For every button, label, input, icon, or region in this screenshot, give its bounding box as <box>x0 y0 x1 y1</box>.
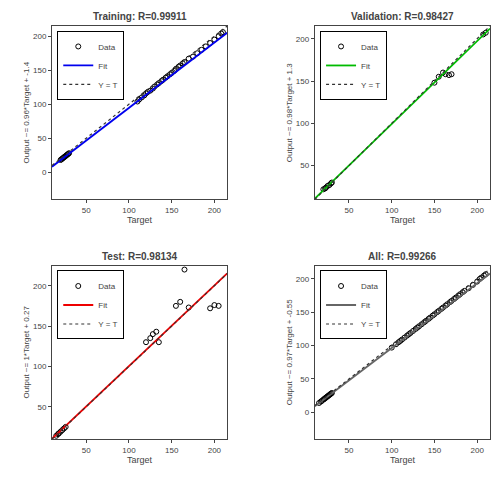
svg-text:150: 150 <box>33 322 47 331</box>
svg-text:100: 100 <box>296 341 310 350</box>
svg-text:150: 150 <box>165 206 179 215</box>
svg-text:100: 100 <box>33 100 47 109</box>
svg-text:50: 50 <box>300 375 309 384</box>
svg-text:200: 200 <box>296 34 310 43</box>
svg-text:Y = T: Y = T <box>98 81 117 90</box>
svg-text:Data: Data <box>361 282 378 291</box>
svg-text:200: 200 <box>471 206 485 215</box>
svg-text:Data: Data <box>98 43 115 52</box>
svg-text:100: 100 <box>122 206 136 215</box>
svg-text:Output ~= 0.97*Target + -0.55: Output ~= 0.97*Target + -0.55 <box>285 299 294 406</box>
svg-text:Training: R=0.99911: Training: R=0.99911 <box>93 11 187 22</box>
svg-text:150: 150 <box>165 446 179 455</box>
svg-text:100: 100 <box>33 362 47 371</box>
svg-text:Y = T: Y = T <box>98 320 117 329</box>
svg-text:Fit: Fit <box>98 301 108 310</box>
svg-text:Validation: R=0.98427: Validation: R=0.98427 <box>351 11 454 22</box>
svg-text:50: 50 <box>345 446 354 455</box>
svg-text:Fit: Fit <box>98 62 108 71</box>
svg-text:All: R=0.99266: All: R=0.99266 <box>368 251 437 262</box>
svg-text:Fit: Fit <box>361 62 371 71</box>
svg-text:Target: Target <box>127 215 153 225</box>
svg-text:150: 150 <box>296 308 310 317</box>
svg-text:Target: Target <box>127 455 153 465</box>
svg-text:200: 200 <box>471 446 485 455</box>
svg-text:50: 50 <box>37 403 46 412</box>
svg-text:Y = T: Y = T <box>361 320 380 329</box>
svg-text:50: 50 <box>300 161 309 170</box>
svg-text:50: 50 <box>82 446 91 455</box>
svg-text:Y = T: Y = T <box>361 81 380 90</box>
svg-text:50: 50 <box>345 206 354 215</box>
svg-text:100: 100 <box>122 446 136 455</box>
svg-text:Output ~= 0.96*Target + -1.4: Output ~= 0.96*Target + -1.4 <box>22 61 31 163</box>
svg-text:0: 0 <box>42 168 47 177</box>
svg-text:Data: Data <box>361 43 378 52</box>
svg-text:0: 0 <box>305 408 310 417</box>
svg-text:Output ~= 1*Target + 0.27: Output ~= 1*Target + 0.27 <box>22 306 31 399</box>
svg-text:50: 50 <box>82 206 91 215</box>
svg-text:200: 200 <box>208 206 222 215</box>
svg-text:100: 100 <box>385 446 399 455</box>
svg-text:200: 200 <box>33 32 47 41</box>
svg-text:Test: R=0.98134: Test: R=0.98134 <box>102 251 178 262</box>
svg-text:Output ~= 0.98*Target + 1.3: Output ~= 0.98*Target + 1.3 <box>285 63 294 163</box>
svg-text:50: 50 <box>37 134 46 143</box>
svg-text:Target: Target <box>390 455 416 465</box>
svg-text:150: 150 <box>33 66 47 75</box>
svg-text:150: 150 <box>428 206 442 215</box>
svg-text:200: 200 <box>296 275 310 284</box>
svg-text:150: 150 <box>296 77 310 86</box>
svg-text:Fit: Fit <box>361 301 371 310</box>
svg-text:150: 150 <box>428 446 442 455</box>
svg-text:100: 100 <box>385 206 399 215</box>
svg-text:Data: Data <box>98 282 115 291</box>
svg-text:100: 100 <box>296 119 310 128</box>
svg-text:200: 200 <box>33 282 47 291</box>
svg-text:200: 200 <box>208 446 222 455</box>
svg-text:Target: Target <box>390 215 416 225</box>
